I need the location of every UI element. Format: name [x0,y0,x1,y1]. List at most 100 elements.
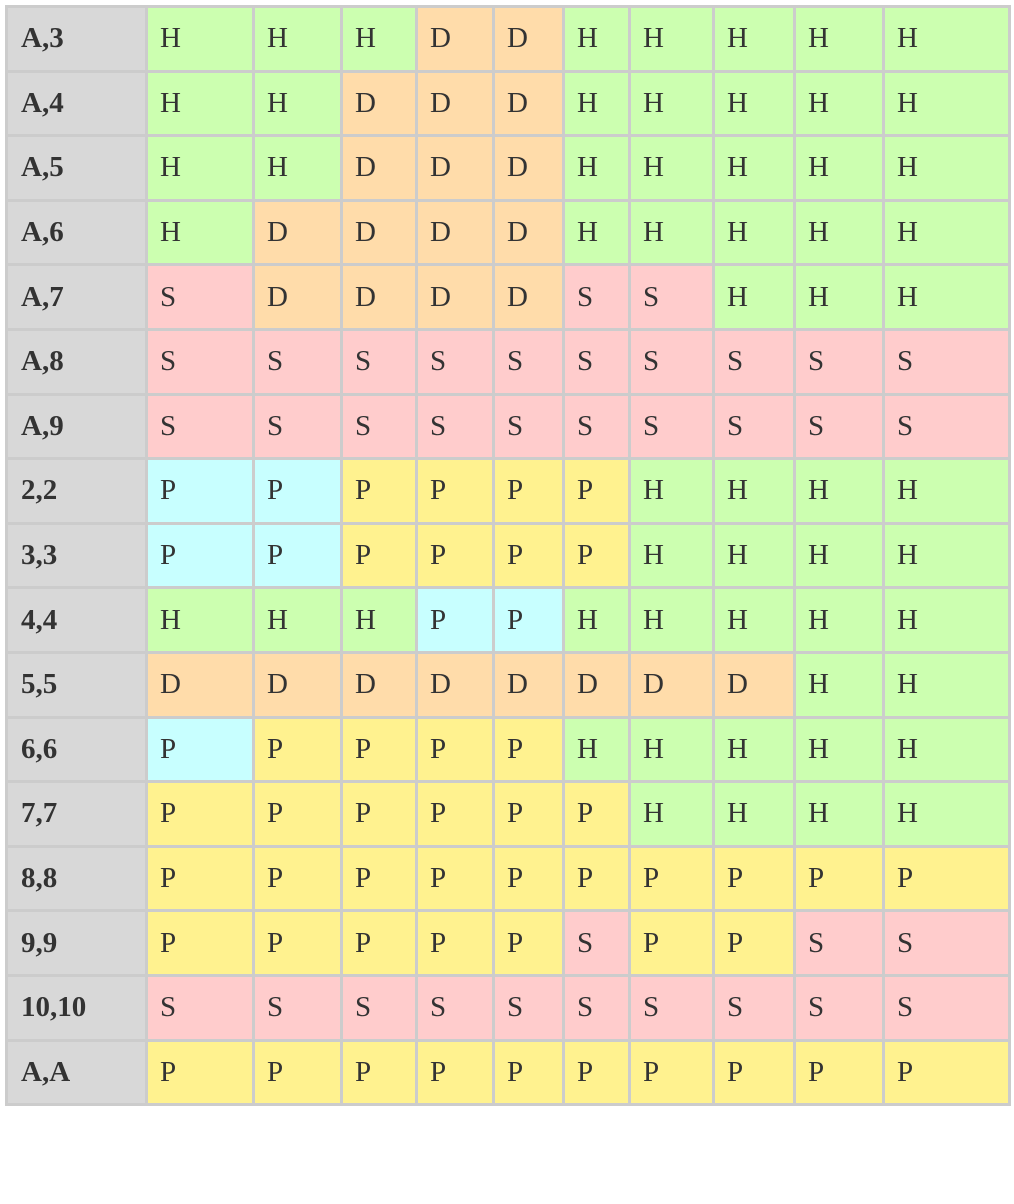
strategy-cell: S [340,392,418,461]
strategy-cell: D [492,198,565,267]
strategy-cell: D [562,650,631,719]
strategy-cell: D [145,650,255,719]
strategy-cell: P [562,457,631,525]
strategy-cell: H [252,586,343,654]
table-row: 8,8 P P P P P P P P P P [5,844,1011,913]
strategy-cell: H [882,263,1011,331]
table-row: A,A P P P P P P P P P P [5,1038,1011,1107]
strategy-cell: D [628,650,715,719]
table-row: 2,2 P P P P P P H H H H [5,457,1011,525]
strategy-cell: H [712,263,796,331]
strategy-cell: H [712,715,796,784]
strategy-cell: P [252,780,343,848]
strategy-cell: H [628,5,715,73]
strategy-cell: S [628,263,715,331]
strategy-cell: H [793,134,885,202]
strategy-cell: P [252,1038,343,1107]
strategy-cell: S [562,263,631,331]
strategy-cell: P [492,715,565,784]
strategy-cell: S [628,973,715,1042]
table-row: 5,5 D D D D D D D D H H [5,650,1011,719]
strategy-cell: P [252,844,343,913]
strategy-cell: P [145,1038,255,1107]
strategy-cell: P [492,586,565,654]
strategy-cell: H [628,715,715,784]
strategy-cell: P [415,521,495,590]
strategy-cell: P [252,521,343,590]
strategy-cell: H [882,780,1011,848]
strategy-cell: P [415,1038,495,1107]
strategy-cell: S [340,327,418,396]
strategy-cell: H [628,457,715,525]
table-row: 10,10 S S S S S S S S S S [5,973,1011,1042]
strategy-cell: P [145,780,255,848]
row-header: A,4 [5,69,148,138]
strategy-cell: D [492,650,565,719]
strategy-cell: S [415,973,495,1042]
strategy-cell: D [340,263,418,331]
strategy-cell: S [793,973,885,1042]
strategy-cell: H [628,198,715,267]
strategy-cell: P [492,844,565,913]
row-header: A,6 [5,198,148,267]
strategy-cell: P [415,780,495,848]
strategy-cell: D [340,650,418,719]
strategy-cell: D [712,650,796,719]
table-row: A,7 S D D D D S S H H H [5,263,1011,331]
strategy-cell: P [492,1038,565,1107]
strategy-cell: P [712,909,796,977]
strategy-cell: H [712,457,796,525]
strategy-cell: P [562,780,631,848]
strategy-cell: H [145,5,255,73]
strategy-cell: P [562,1038,631,1107]
strategy-cell: P [340,780,418,848]
strategy-cell: S [882,392,1011,461]
strategy-cell: S [252,392,343,461]
strategy-cell: D [252,198,343,267]
row-header: 10,10 [5,973,148,1042]
row-header: 5,5 [5,650,148,719]
row-header: A,8 [5,327,148,396]
strategy-cell: S [145,327,255,396]
strategy-cell: H [145,198,255,267]
strategy-cell: H [252,5,343,73]
strategy-cell: P [628,1038,715,1107]
strategy-cell: H [628,134,715,202]
row-header: 7,7 [5,780,148,848]
strategy-cell: S [628,392,715,461]
strategy-cell: H [712,586,796,654]
strategy-cell: S [252,327,343,396]
strategy-cell: H [628,69,715,138]
table-row: 7,7 P P P P P P H H H H [5,780,1011,848]
strategy-cell: P [712,1038,796,1107]
strategy-cell: H [793,650,885,719]
strategy-cell: D [252,650,343,719]
strategy-cell: S [340,973,418,1042]
strategy-cell: H [562,198,631,267]
table-row: 3,3 P P P P P P H H H H [5,521,1011,590]
table-row: 6,6 P P P P P H H H H H [5,715,1011,784]
strategy-cell: H [712,69,796,138]
strategy-cell: H [793,457,885,525]
strategy-cell: H [712,521,796,590]
strategy-cell: P [793,844,885,913]
strategy-cell: H [628,780,715,848]
strategy-cell: H [793,69,885,138]
strategy-table-body: A,3 H H H D D H H H H H A,4 H H D D D H H H H H A,5 H H D D D H H H H H A… [5,5,1011,1107]
table-row: A,8 S S S S S S S S S S [5,327,1011,396]
strategy-cell: H [562,586,631,654]
strategy-cell: P [492,909,565,977]
strategy-cell: S [882,909,1011,977]
strategy-cell: P [712,844,796,913]
strategy-cell: S [492,327,565,396]
table-row: 9,9 P P P P P S P P S S [5,909,1011,977]
row-header: A,3 [5,5,148,73]
strategy-cell: D [415,650,495,719]
strategy-cell: S [712,973,796,1042]
strategy-cell: D [415,134,495,202]
strategy-cell: H [882,457,1011,525]
row-header: 8,8 [5,844,148,913]
strategy-cell: H [145,586,255,654]
strategy-cell: P [793,1038,885,1107]
strategy-cell: H [793,198,885,267]
